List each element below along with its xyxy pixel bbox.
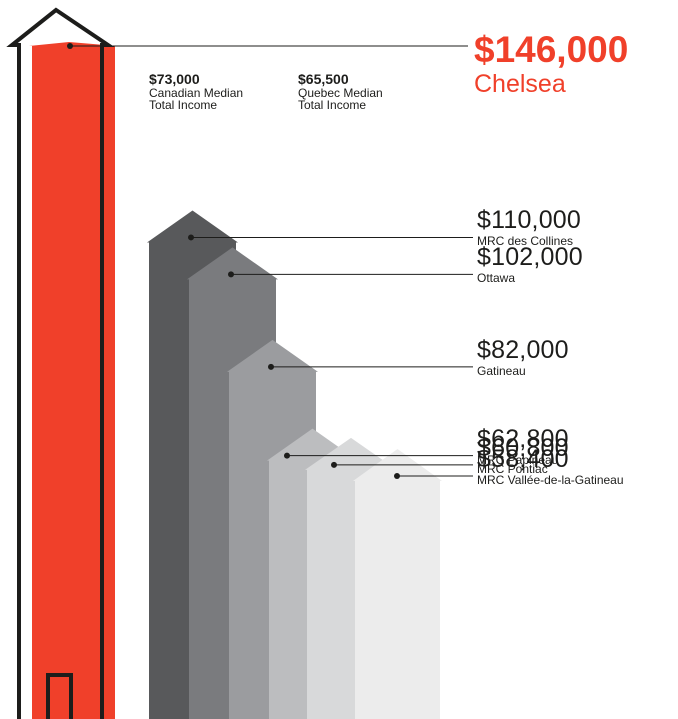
leader-dot-2 [228,271,234,278]
bar-value-label: $60,800 [477,433,569,462]
bar-category-label: MRC des Collines [477,234,574,249]
leader-dot-1 [188,234,194,241]
bar-label-3: $82,000 Gatineau [477,335,569,378]
leader-dot-4 [284,452,290,459]
bar-label-2: $102,000 Ottawa [477,243,583,286]
bar-label-6: $58,400 MRC Vallée-de-la-Gatineau [477,445,624,488]
bar-category-label: MRC Pontiac [477,461,548,476]
bar-category-label: Ottawa [477,271,516,286]
canadian-median-label: Canadian Median Total Income [149,86,244,112]
bar-label-5: $60,800 MRC Pontiac [477,433,569,476]
quebec-median-label: Quebec Median Total Income [298,86,383,112]
leader-dot-highlight [67,43,73,49]
highlight-value: $146,000 [474,29,629,70]
quebec-median-value: $65,500 [298,71,349,87]
bar-label-4: $62,800 MRC Papineau [477,424,569,467]
bar-value-label: $110,000 [477,206,582,235]
bar-house-highlight [29,42,117,719]
canadian-median-reference: $73,000 Canadian Median Total Income [149,71,269,111]
bar-category-label: Gatineau [477,363,526,378]
bar-value-label: $102,000 [477,243,583,272]
leader-dot-5 [331,461,337,468]
bar-label-1: $110,000 MRC des Collines [477,206,582,249]
quebec-median-reference: $65,500 Quebec Median Total Income [298,71,408,111]
bar-value-label: $82,000 [477,335,569,364]
highlight-label: $146,000 Chelsea [474,29,629,99]
house-door-outline [46,673,73,719]
bar-value-label: $62,800 [477,424,569,453]
highlight-category: Chelsea [474,70,566,98]
canadian-median-value: $73,000 [149,71,200,87]
bar-category-label: MRC Vallée-de-la-Gatineau [477,473,624,487]
bar-house-6 [353,449,442,719]
bar-category-label: MRC Papineau [477,452,559,467]
house-outline [6,7,115,719]
leader-dot-3 [268,363,274,370]
bar-value-label: $58,400 [477,445,569,473]
leader-dot-6 [394,473,400,479]
